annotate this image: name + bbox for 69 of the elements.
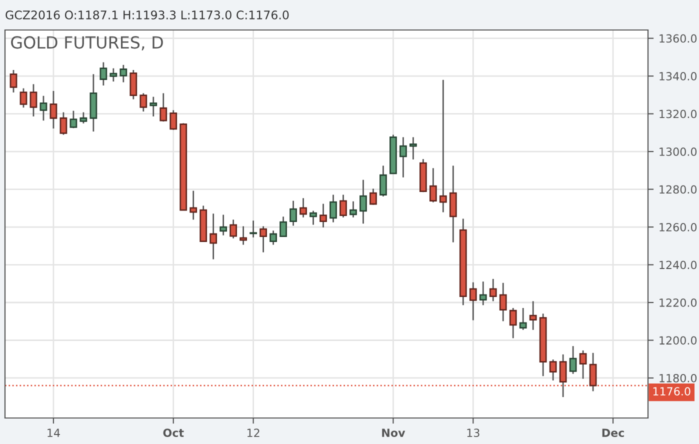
candlestick xyxy=(370,188,377,206)
candlestick xyxy=(230,218,238,240)
candlestick xyxy=(60,112,68,136)
candlestick xyxy=(549,358,557,382)
candlestick xyxy=(429,167,437,203)
candlestick xyxy=(250,220,257,238)
candlestick xyxy=(350,200,357,218)
candlestick xyxy=(569,345,577,375)
candlestick xyxy=(400,136,407,178)
y-tick-label: 1280.0 xyxy=(660,185,697,194)
candlestick xyxy=(80,112,88,124)
candlestick xyxy=(280,216,287,237)
y-tick-label: 1220.0 xyxy=(660,298,697,307)
y-tick-label: 1340.0 xyxy=(660,72,697,80)
candlestick xyxy=(499,282,507,322)
chart-subtitle: GCZ2016 O:1187.1 H:1193.3 L:1173.0 C:1176.0 xyxy=(6,10,289,20)
candlestick xyxy=(130,69,138,100)
candlestick xyxy=(240,226,248,246)
x-tick-label: 14 xyxy=(48,428,60,437)
ref-line-label: 1176.0 xyxy=(653,387,690,396)
candlestick xyxy=(220,214,228,236)
x-tick-label: 13 xyxy=(467,428,480,438)
x-tick-label: Nov xyxy=(382,428,406,438)
candlestick xyxy=(150,96,158,118)
candlestick xyxy=(40,95,48,122)
candlestick xyxy=(300,197,307,218)
y-tick-label: 1180.0 xyxy=(660,374,697,382)
candlestick xyxy=(170,110,178,131)
x-tick-label: Dec xyxy=(602,428,624,438)
candlestick xyxy=(120,64,128,83)
candlestick xyxy=(380,164,387,198)
candlestick xyxy=(409,136,417,160)
candlestick xyxy=(20,88,28,108)
candlestick xyxy=(509,307,517,339)
candlestick xyxy=(439,79,447,213)
candlestick xyxy=(160,92,168,122)
y-tick-label: 1320.0 xyxy=(660,110,697,118)
candlestick xyxy=(290,200,297,226)
y-tick-label: 1260.0 xyxy=(660,222,697,232)
candlestick xyxy=(360,179,367,224)
y-tick-label: 1300.0 xyxy=(660,148,697,156)
y-tick-label: 1200.0 xyxy=(660,336,697,345)
candlestick xyxy=(529,300,537,331)
y-tick-label: 1360.0 xyxy=(660,34,697,43)
candlestick xyxy=(320,203,327,228)
candlestick xyxy=(10,69,18,94)
chart-title: GOLD FUTURES, D xyxy=(11,36,163,50)
candlestick xyxy=(50,90,58,130)
candlestick xyxy=(210,212,218,260)
candlestick xyxy=(479,280,487,306)
candlestick xyxy=(519,307,527,331)
candlestick xyxy=(489,278,497,302)
x-tick-label: 12 xyxy=(247,428,260,437)
candlestick xyxy=(310,210,317,226)
candlestick xyxy=(579,350,587,380)
candlestick xyxy=(30,83,38,118)
x-tick-label: Oct xyxy=(163,428,184,438)
candlestick xyxy=(70,110,78,129)
candlestick xyxy=(469,282,477,321)
candlestick xyxy=(330,194,337,223)
candlestick xyxy=(140,92,148,112)
y-tick-label: 1240.0 xyxy=(660,260,697,270)
candlestick xyxy=(100,62,108,86)
candlestick xyxy=(260,226,267,253)
candlestick xyxy=(190,190,198,220)
candlestick xyxy=(449,164,457,243)
candlestick xyxy=(270,230,277,246)
candlestick xyxy=(110,68,118,82)
candlestick xyxy=(340,194,347,218)
